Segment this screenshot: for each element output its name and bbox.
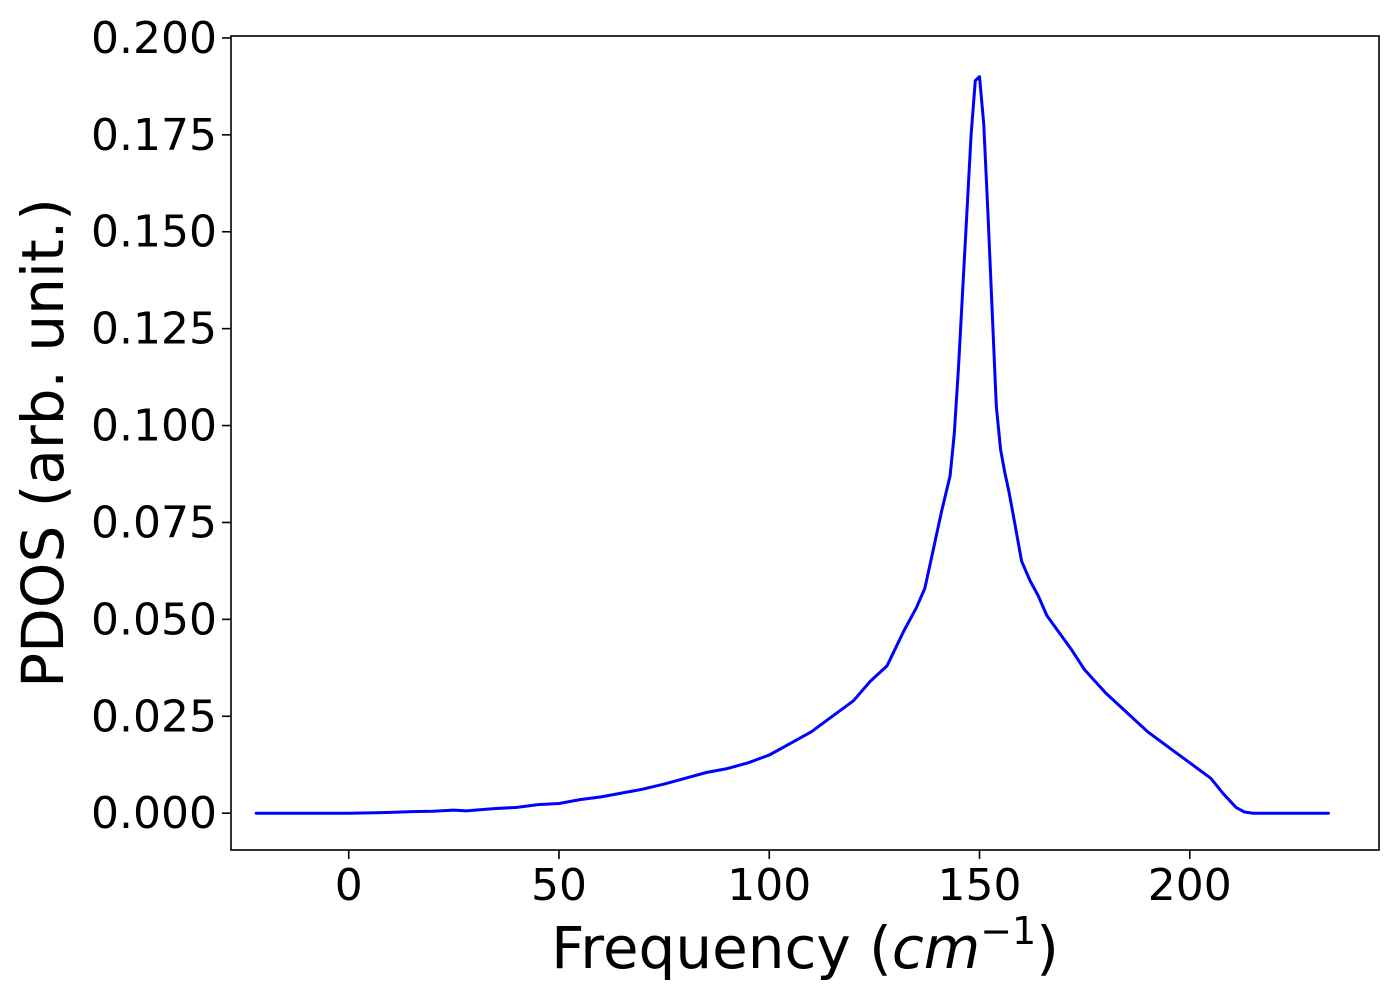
x-tick-label: 50 <box>531 860 587 911</box>
plot-area <box>230 35 1380 851</box>
pdos-series-line <box>254 75 1330 815</box>
y-tick-label: 0.025 <box>91 691 217 742</box>
y-axis-ticks: 0.000 0.025 0.050 0.075 0.100 0.125 0.150 0.175… <box>91 13 231 839</box>
y-tick-label: 0.050 <box>91 594 217 645</box>
y-tick-label: 0.175 <box>91 110 217 161</box>
x-tick-label: 200 <box>1148 860 1232 911</box>
y-tick-label: 0.200 <box>91 13 217 64</box>
x-axis-title: Frequency (cm−1) <box>551 909 1059 982</box>
x-tick-label: 150 <box>938 860 1022 911</box>
y-tick-label: 0.125 <box>91 304 217 355</box>
y-tick-label: 0.000 <box>91 788 217 839</box>
x-tick-label: 100 <box>727 860 811 911</box>
y-tick-label: 0.075 <box>91 497 217 548</box>
y-axis-title: PDOS (arb. unit.) <box>9 198 77 688</box>
y-tick-label: 0.100 <box>91 401 217 452</box>
y-tick-label: 0.150 <box>91 207 217 258</box>
x-tick-label: 0 <box>335 860 363 911</box>
x-axis-ticks: 0 50 100 150 200 <box>335 850 1232 911</box>
